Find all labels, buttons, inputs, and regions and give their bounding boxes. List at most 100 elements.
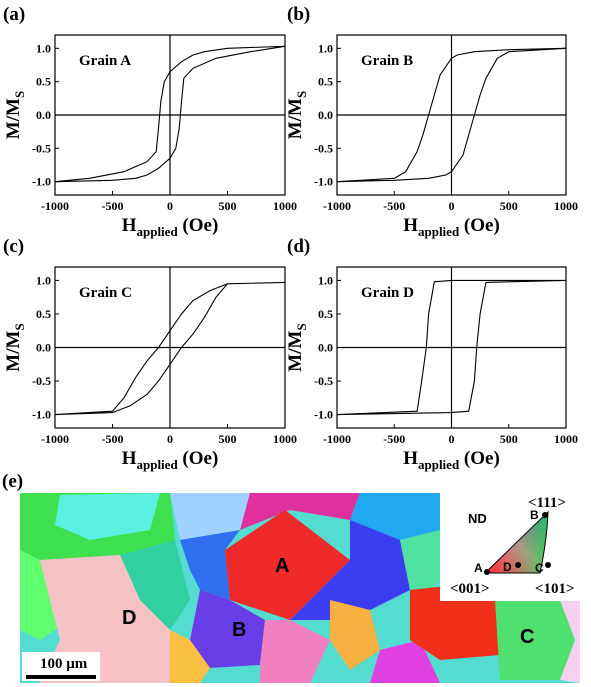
x-axis-label: Happlied (Oe) [403,215,500,239]
panel-label: (d) [287,236,310,257]
y-tick-label: -0.5 [32,374,51,388]
pole-label: <111> [528,495,566,511]
point [545,562,551,568]
annotation: Grain D [361,285,414,301]
y-tick-label: 0.5 [318,307,333,321]
x-axis-label: Happlied (Oe) [122,215,219,239]
y-tick-label: -1.0 [32,175,51,189]
grain-label: A [275,555,289,577]
grain [260,620,330,683]
point [515,562,521,568]
x-axis-label-suffix: (Oe) [178,448,219,469]
x-tick-label: -1000 [41,432,69,446]
x-tick-label: -500 [102,199,124,213]
x-tick-label: -500 [383,432,405,446]
y-tick-label: -1.0 [314,408,333,422]
grain [170,493,250,540]
grain [495,600,575,680]
grain [560,600,580,683]
inset-background [440,493,580,601]
x-axis-label-main: H [122,215,137,236]
y-axis-label-main: M/M [285,330,306,371]
x-tick-label: 0 [167,432,173,446]
hysteresis-loop [54,281,286,416]
y-tick-label: 0.0 [318,341,333,355]
x-tick-label: 500 [219,199,237,213]
pole-label: <001> [450,581,490,597]
pole-label: <101> [535,581,575,597]
grain-label: C [520,626,534,648]
annotation: Grain C [79,285,132,301]
inset-point: B [530,508,539,522]
y-tick-label: 0.0 [36,108,51,122]
grain [55,493,160,540]
grain [190,590,265,668]
grain [330,600,380,670]
x-axis-label-main: H [403,448,418,469]
grain [240,493,360,530]
chart: -1000 -500 0 500 1000 -1.0 -0.5 0.0 0.5 1.0 (a) Gra… [3,4,297,239]
x-tick-label: 0 [449,199,455,213]
y-tick-label: -1.0 [32,408,51,422]
x-tick-label: 500 [500,199,518,213]
x-tick-label: -1000 [41,199,69,213]
x-tick-label: 0 [449,432,455,446]
y-tick-label: 0.5 [318,75,333,89]
y-tick-label: -0.5 [314,141,333,155]
x-tick-label: 500 [500,432,518,446]
y-tick-label: 1.0 [318,273,333,287]
inset-point: D [503,560,512,574]
ipf-triangle-edge [483,510,549,574]
y-tick-label: 0.0 [318,108,333,122]
x-tick-label: 0 [167,199,173,213]
x-axis-label-sub: applied [136,457,178,472]
x-tick-label: -500 [383,199,405,213]
y-tick-label: -0.5 [32,141,51,155]
x-tick-label: -1000 [323,199,351,213]
y-axis-label-sub: S [12,323,27,330]
y-axis-label: M/MS [3,91,27,139]
y-axis-label: M/MS [3,323,27,371]
grain [225,510,350,620]
y-axis-label-main: M/M [285,98,306,139]
chart: -1000 -500 0 500 1000 -1.0 -0.5 0.0 0.5 1.0 (d) Gra… [285,236,578,472]
grain [40,555,180,683]
chart: -1000 -500 0 500 1000 -1.0 -0.5 0.0 0.5 1.0 (c) Gra… [3,236,297,472]
y-tick-label: 1.0 [36,273,51,287]
grain [350,493,440,540]
y-tick-label: 0.0 [36,341,51,355]
panel-label: (a) [3,4,25,25]
grain [290,520,410,620]
x-tick-label: 1000 [554,199,578,213]
orientation-map: ND A B C D <001> <101> <111> A B C D 100… [2,471,580,683]
panel-label: (e) [2,471,23,492]
x-tick-label: -1000 [323,432,351,446]
y-axis-label-sub: S [12,91,27,98]
hysteresis-loop [336,279,567,416]
inset-point: A [474,561,483,575]
grain [170,630,210,683]
grain-label: D [122,607,136,629]
y-tick-label: 0.5 [36,307,51,321]
grain-label: B [232,619,246,641]
x-tick-label: 500 [219,432,237,446]
x-axis-label: Happlied (Oe) [403,448,500,472]
panel-label: (b) [287,4,310,25]
annotation: Grain B [361,53,413,69]
y-tick-label: 1.0 [36,41,51,55]
x-tick-label: 1000 [273,432,297,446]
x-axis-label-main: H [122,448,137,469]
x-tick-label: 1000 [554,432,578,446]
chart: -1000 -500 0 500 1000 -1.0 -0.5 0.0 0.5 1.0 (b) Gra… [285,4,578,239]
x-axis-label-sub: applied [136,224,178,239]
x-axis-label-suffix: (Oe) [178,215,219,236]
grain [370,640,440,683]
y-tick-label: -0.5 [314,374,333,388]
inset-nd: ND [468,511,487,526]
y-axis-label-main: M/M [3,330,24,371]
panel-label: (c) [3,236,24,257]
scale-bar-label: 100 μm [40,656,88,672]
y-tick-label: -1.0 [314,175,333,189]
x-tick-label: 1000 [273,199,297,213]
